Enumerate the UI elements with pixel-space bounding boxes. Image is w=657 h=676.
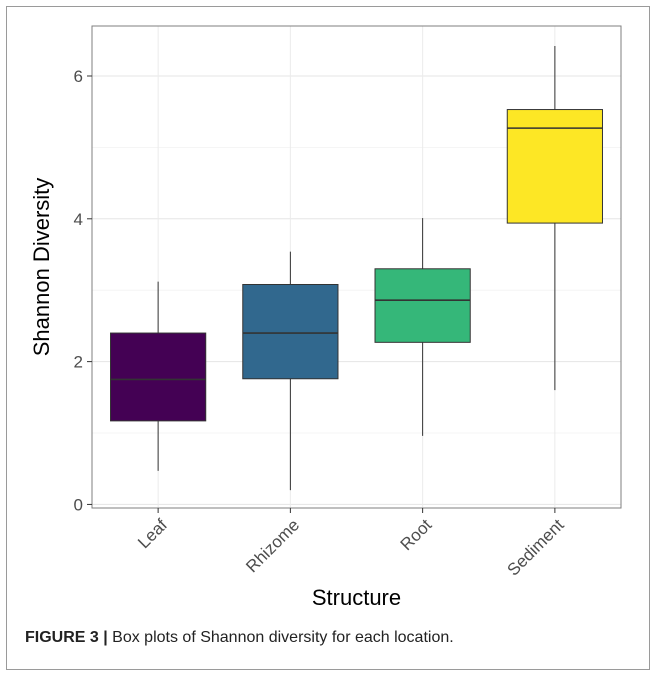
- box-iqr: [242, 283, 339, 380]
- box-leaf: [110, 281, 207, 471]
- box-plot-chart: 0 2 4 6 Leaf Rhizome Root Sediment Shannon Div…: [29, 25, 622, 610]
- figure-frame: 0 2 4 6 Leaf Rhizome Root Sediment Shannon Div…: [6, 6, 650, 670]
- box-root: [374, 218, 471, 436]
- y-axis: 0 2 4 6: [74, 67, 92, 514]
- x-tick-label: Sediment: [503, 515, 567, 579]
- box-rhizome: [242, 251, 339, 491]
- box-iqr: [506, 109, 603, 224]
- y-tick-label: 0: [74, 495, 83, 514]
- box-iqr: [374, 268, 471, 343]
- grid-lines: [92, 26, 621, 508]
- x-tick-label: Leaf: [134, 515, 171, 552]
- figure-caption: FIGURE 3 | Box plots of Shannon diversit…: [25, 629, 454, 647]
- x-tick-label: Rhizome: [242, 515, 303, 576]
- x-tick-label: Root: [397, 515, 436, 554]
- x-axis-label: Structure: [312, 585, 401, 610]
- y-tick-label: 4: [74, 210, 83, 229]
- y-tick-label: 6: [74, 67, 83, 86]
- y-axis-label: Shannon Diversity: [29, 178, 54, 357]
- plot-panel-border: [91, 25, 622, 509]
- box-iqr: [110, 332, 207, 422]
- figure-caption-text: Box plots of Shannon diversity for each …: [107, 629, 454, 646]
- figure-caption-label: FIGURE 3 |: [25, 629, 108, 646]
- box-sediment: [506, 45, 603, 391]
- box-series: [110, 45, 603, 491]
- x-axis: Leaf Rhizome Root Sediment: [134, 508, 568, 580]
- y-tick-label: 2: [74, 353, 83, 372]
